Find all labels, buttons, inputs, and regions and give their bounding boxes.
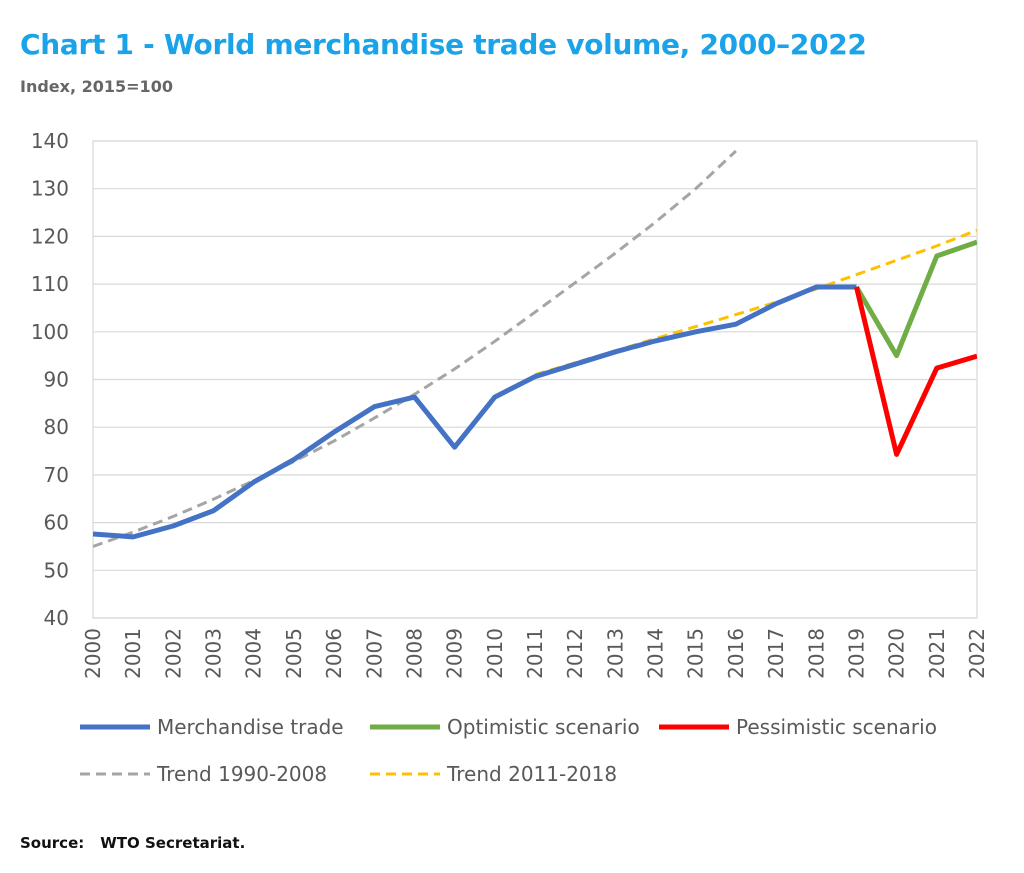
legend-label-trend-1990-2008: Trend 1990-2008 [156,762,327,786]
series-pessimistic-scenario-line [854,286,977,457]
x-tick-label: 2018 [804,628,828,679]
chart-subtitle: Index, 2015=100 [20,77,173,96]
x-tick-label: 2007 [362,628,386,679]
legend-label-optimistic-scenario: Optimistic scenario [447,715,640,739]
x-tick-label: 2001 [121,628,145,679]
y-tick-label: 40 [44,606,69,630]
y-tick-label: 130 [31,177,69,201]
x-tick-label: 2014 [644,628,668,679]
y-tick-label: 50 [44,558,69,582]
series-trend-1990-2008-line [93,149,737,548]
series-optimistic-scenario-line [854,239,977,359]
y-tick-label: 80 [44,415,69,439]
x-tick-label: 2015 [684,628,708,679]
x-tick-label: 2010 [483,628,507,679]
series-merchandise-trade-line [93,284,857,540]
series-lines [93,149,977,548]
x-tick-label: 2013 [603,628,627,679]
source-label: Source: [20,834,85,852]
chart-title: Chart 1 - World merchandise trade volume… [20,28,867,61]
x-tick-label: 2011 [523,628,547,679]
legend-label-pessimistic-scenario: Pessimistic scenario [736,715,937,739]
x-tick-label: 2021 [925,628,949,679]
source-text: WTO Secretariat. [100,834,246,852]
x-tick-label: 2002 [161,628,185,679]
gridlines [92,140,978,619]
y-tick-label: 120 [31,224,69,248]
y-tick-label: 140 [31,129,69,153]
series-trend-2011-2018-line [534,228,977,377]
legend-label-merchandise-trade: Merchandise trade [157,715,344,739]
x-axis-ticks: 2000 2001 2002 2003 2004 2005 2006 2007 2008 2009… [81,628,989,679]
x-tick-label: 2004 [242,628,266,679]
y-tick-label: 70 [44,463,69,487]
x-tick-label: 2009 [443,628,467,679]
legend-label-trend-2011-2018: Trend 2011-2018 [446,762,617,786]
line-chart: 40 50 60 70 80 90 100 110 120 130 140 2000 2001 2002… [31,129,989,786]
x-tick-label: 2005 [282,628,306,679]
y-tick-label: 90 [44,368,69,392]
source-note: Source: WTO Secretariat. [20,834,245,852]
x-tick-label: 2017 [764,628,788,679]
y-tick-label: 100 [31,320,69,344]
y-axis-ticks: 40 50 60 70 80 90 100 110 120 130 140 [31,129,69,630]
y-tick-label: 110 [31,272,69,296]
legend: Merchandise trade Optimistic scenario Pess… [80,715,937,786]
x-tick-label: 2006 [322,628,346,679]
x-tick-label: 2019 [844,628,868,679]
x-tick-label: 2012 [563,628,587,679]
plot-border [92,140,978,619]
x-tick-label: 2022 [965,628,989,679]
x-tick-label: 2000 [81,628,105,679]
x-tick-label: 2003 [202,628,226,679]
x-tick-label: 2008 [402,628,426,679]
x-tick-label: 2020 [885,628,909,679]
y-tick-label: 60 [44,511,69,535]
x-tick-label: 2016 [724,628,748,679]
